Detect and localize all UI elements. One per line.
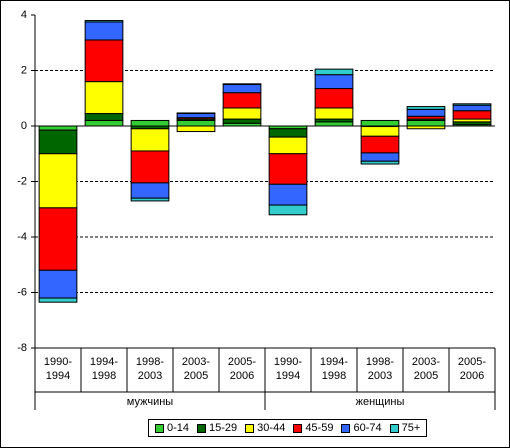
x-tick-label: 1994-1998 <box>89 356 119 382</box>
bar-segment <box>452 104 492 112</box>
legend-swatch <box>293 423 303 433</box>
bar-segment <box>452 103 492 106</box>
bar-segment <box>176 112 216 115</box>
bar-segment <box>314 88 354 109</box>
bar-segment <box>84 20 124 23</box>
bar-segment <box>314 74 354 90</box>
legend-item: 60-74 <box>341 422 382 434</box>
bar-segment <box>84 39 124 83</box>
x-tick-label: 1998-2003 <box>365 356 395 382</box>
bar-segment <box>222 118 262 124</box>
bar-segment <box>406 106 446 110</box>
y-tick-label: 0 <box>21 120 27 132</box>
y-tick-label: -8 <box>17 342 27 354</box>
bar-segment <box>176 119 216 127</box>
y-tick-label: 4 <box>21 9 27 21</box>
bar-segment <box>176 125 216 133</box>
bar-segment <box>84 21 124 41</box>
bar-segment <box>38 269 78 299</box>
bar-segment <box>268 183 308 206</box>
legend-item: 30-44 <box>245 422 285 434</box>
bar-segment <box>222 107 262 120</box>
y-tick-label: -6 <box>17 286 27 298</box>
bar-segment <box>176 113 216 119</box>
bar-segment <box>406 108 446 117</box>
x-tick-label: 2003-2005 <box>181 356 211 382</box>
bar-segment <box>222 83 262 85</box>
legend-label: 0-14 <box>167 422 190 434</box>
x-tick-label: 1990-1994 <box>43 356 73 382</box>
bar-segment <box>38 207 78 271</box>
legend-label: 75+ <box>401 422 421 434</box>
bar-segment <box>360 135 400 154</box>
bar-segment <box>268 136 308 155</box>
bar-segment <box>452 110 492 120</box>
bar-segment <box>222 92 262 109</box>
bar-segment <box>130 128 170 152</box>
group-label: женщины <box>355 396 405 408</box>
x-tick-label: 2003-2005 <box>411 356 441 382</box>
bar-segment <box>130 119 170 127</box>
legend-swatch <box>245 423 255 433</box>
bar-segment <box>38 129 78 155</box>
bar-segment <box>38 297 78 303</box>
legend: 0-14 15-29 30-44 45-59 60-74 75+ <box>148 419 428 437</box>
bar-segment <box>38 125 78 131</box>
x-tick-label: 1990-1994 <box>273 356 303 382</box>
x-tick-label: 1998-2003 <box>135 356 165 382</box>
bar-segment <box>130 150 170 184</box>
bar-segment <box>314 121 354 127</box>
bar-segment <box>268 128 308 138</box>
legend-item: 75+ <box>389 422 421 434</box>
y-tick-label: -2 <box>17 175 27 187</box>
bar-segment <box>406 119 446 127</box>
legend-label: 30-44 <box>257 422 286 434</box>
legend-item: 45-59 <box>293 422 333 434</box>
legend-swatch <box>341 423 351 433</box>
y-tick-label: -4 <box>17 231 27 243</box>
legend-swatch <box>197 423 207 433</box>
bar-segment <box>84 119 124 127</box>
bar-segment <box>38 153 78 209</box>
bar-segment <box>268 204 308 216</box>
bar-segment <box>360 126 400 137</box>
legend-label: 45-59 <box>305 422 334 434</box>
legend-item: 15-29 <box>197 422 237 434</box>
bar-segment <box>84 81 124 115</box>
group-label: мужчины <box>126 396 174 408</box>
bar-segment <box>360 152 400 162</box>
x-tick-label: 2005-2006 <box>227 356 257 382</box>
legend-item: 0-14 <box>155 422 189 434</box>
legend-swatch <box>155 423 164 433</box>
bar-segment <box>314 68 354 76</box>
bar-segment <box>222 83 262 94</box>
legend-swatch <box>389 423 399 433</box>
bar-segment <box>314 107 354 120</box>
y-tick-label: 2 <box>21 64 27 76</box>
bar-segment <box>360 160 400 165</box>
bar-segment <box>84 113 124 121</box>
bar-segment <box>130 197 170 202</box>
x-tick-label: 1994-1998 <box>319 356 349 382</box>
bar-segment <box>130 182 170 199</box>
legend-label: 15-29 <box>209 422 238 434</box>
bar-segment <box>360 119 400 127</box>
legend-label: 60-74 <box>353 422 382 434</box>
bar-segment <box>406 125 446 130</box>
x-tick-label: 2005-2006 <box>457 356 487 382</box>
bar-segment <box>268 153 308 185</box>
